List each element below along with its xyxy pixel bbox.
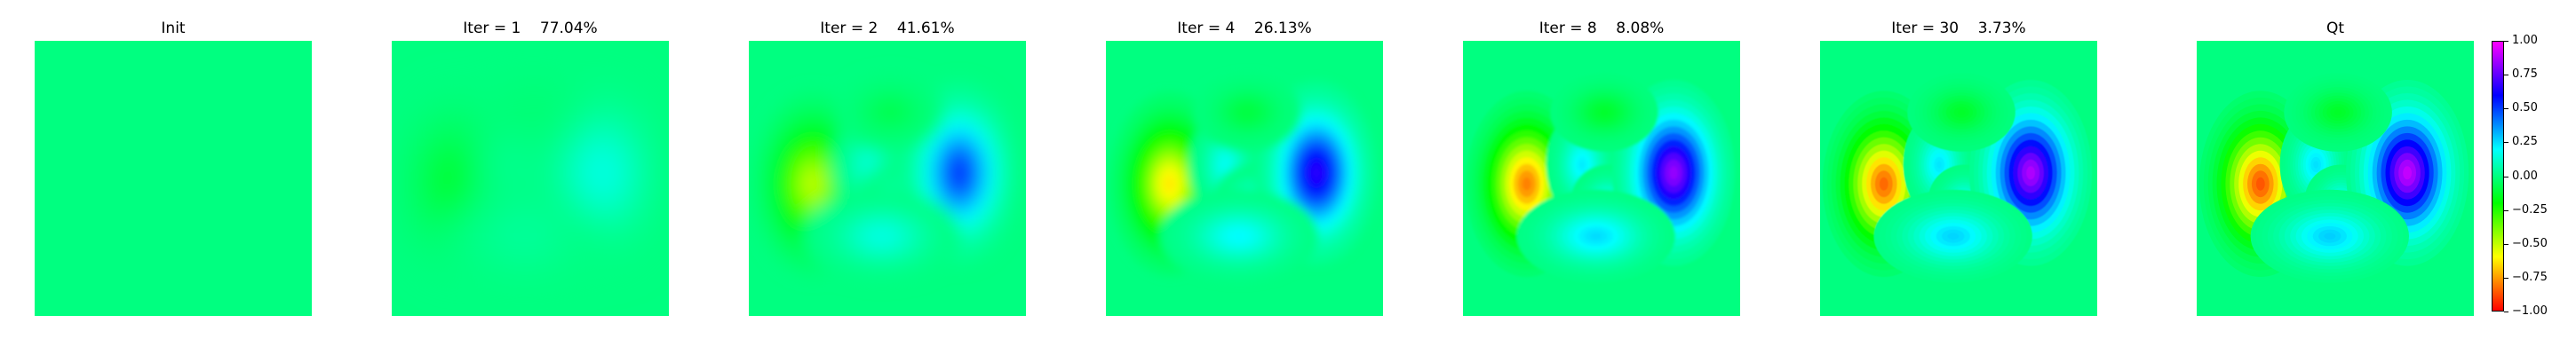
heatmap-blob-0 [1522,177,1531,191]
colorbar-tick [2504,177,2508,178]
heatmap-blob-0 [1879,177,1888,191]
heatmap-blob-5 [2334,109,2342,115]
heatmap-blob-3 [1669,166,1678,180]
heatmap-svg [392,41,669,316]
colorbar-tick-label: 0.75 [2512,67,2538,81]
colorbar-tick-label: −0.75 [2512,271,2548,284]
colorbar-tick-label: −0.50 [2512,237,2548,250]
heatmap-panel-iter-4 [1106,41,1383,316]
heatmap-blob-0 [807,177,817,191]
colorbar [2492,41,2504,312]
colorbar-tick-label: 0.25 [2512,135,2538,148]
colorbar-tick-label: 0.50 [2512,101,2538,114]
heatmap-background [35,41,312,316]
heatmap-blob-4 [1947,233,1960,240]
panel-title-qt: Qt [2326,20,2345,37]
heatmap-blob-1 [1222,161,1228,169]
heatmap-svg [35,41,312,316]
heatmap-blob-0 [450,177,460,191]
heatmap-svg [1106,41,1383,316]
heatmap-blob-3 [2026,166,2035,180]
heatmap-blob-3 [955,166,964,180]
heatmap-blob-4 [876,233,888,240]
colorbar-tick-label: −1.00 [2512,304,2548,318]
panel-title-iter-30: Iter = 30 3.73% [1891,20,2026,37]
heatmap-panel-iter-30 [1820,41,2097,316]
panel-title-iter-1: Iter = 1 77.04% [463,20,598,37]
heatmap-blob-5 [1243,109,1252,115]
colorbar-tick-label: 1.00 [2512,34,2538,47]
heatmap-blob-4 [2324,233,2336,240]
heatmap-blob-1 [865,161,871,169]
heatmap-blob-0 [1165,177,1174,191]
heatmap-blob-4 [519,233,531,240]
panel-title-init: Init [161,20,186,37]
colorbar-tick-label: −0.25 [2512,203,2548,217]
colorbar-tick [2504,41,2508,42]
heatmap-panel-iter-2 [749,41,1026,316]
heatmap-blob-5 [886,109,894,115]
heatmap-svg [1820,41,2097,316]
heatmap-panel-init [35,41,312,316]
heatmap-blob-1 [1936,161,1943,169]
heatmap-blob-3 [1312,166,1321,180]
colorbar-tick [2504,142,2508,143]
heatmap-blob-3 [2403,166,2412,180]
heatmap-blob-3 [598,166,607,180]
heatmap-blob-5 [1957,109,1966,115]
colorbar-tick-label: 0.00 [2512,170,2538,183]
heatmap-svg [2197,41,2474,316]
panel-title-iter-2: Iter = 2 41.61% [820,20,955,37]
panel-title-iter-4: Iter = 4 26.13% [1177,20,1312,37]
heatmap-blob-0 [2255,177,2265,191]
heatmap-panel-qt [2197,41,2474,316]
heatmap-panel-iter-8 [1463,41,1740,316]
heatmap-panel-iter-1 [392,41,669,316]
heatmap-blob-5 [529,109,537,115]
heatmap-blob-4 [1233,233,1245,240]
colorbar-tick [2504,278,2508,279]
colorbar-tick [2504,244,2508,245]
heatmap-blob-5 [1600,109,1609,115]
heatmap-blob-1 [508,161,514,169]
panel-title-iter-8: Iter = 8 8.08% [1538,20,1665,37]
colorbar-tick [2504,108,2508,109]
heatmap-blob-4 [1590,233,1602,240]
heatmap-blob-1 [1579,161,1586,169]
heatmap-svg [1463,41,1740,316]
heatmap-blob-1 [2313,161,2319,169]
heatmap-svg [749,41,1026,316]
colorbar-tick [2504,210,2508,211]
